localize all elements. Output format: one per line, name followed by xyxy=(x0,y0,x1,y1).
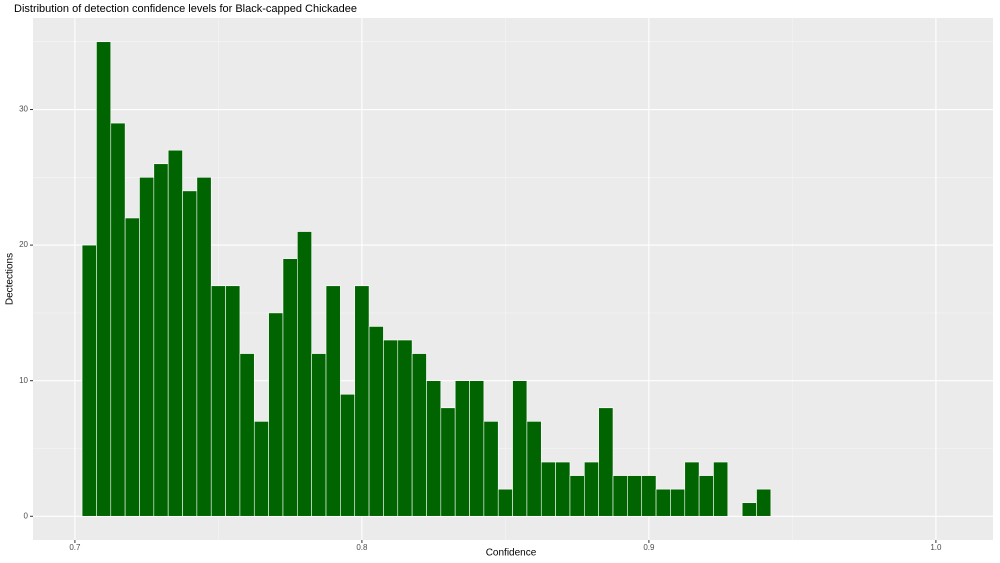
bar xyxy=(612,475,628,517)
bar xyxy=(239,353,255,517)
bar xyxy=(96,41,112,517)
bar xyxy=(440,407,456,517)
bar xyxy=(325,285,341,517)
y-tick-label: 10 xyxy=(19,376,28,385)
bar xyxy=(397,339,413,517)
bar xyxy=(426,380,442,517)
bar xyxy=(340,393,356,517)
bar xyxy=(225,285,241,517)
bar xyxy=(81,244,97,517)
bar xyxy=(139,177,155,517)
bar xyxy=(368,326,384,517)
x-tick-label: 0.7 xyxy=(69,543,81,552)
bar xyxy=(497,488,513,517)
bar xyxy=(282,258,298,517)
x-axis-title: Confidence xyxy=(486,548,537,559)
bar xyxy=(124,217,140,517)
bar xyxy=(454,380,470,517)
bar xyxy=(741,502,757,517)
bar xyxy=(684,461,700,517)
bar xyxy=(540,461,556,517)
bar xyxy=(268,312,284,517)
bar xyxy=(569,475,585,517)
x-tick-label: 0.9 xyxy=(643,543,655,552)
bar xyxy=(167,149,183,517)
chart-title: Distribution of detection confidence lev… xyxy=(14,3,357,15)
bar xyxy=(655,488,671,517)
bar xyxy=(641,475,657,517)
bar xyxy=(698,475,714,517)
bar xyxy=(756,488,772,517)
bar xyxy=(196,177,212,517)
bar xyxy=(110,122,126,517)
bar xyxy=(153,163,169,517)
x-tick-label: 0.8 xyxy=(356,543,368,552)
x-tick-label: 1.0 xyxy=(930,543,942,552)
bar xyxy=(627,475,643,517)
bar xyxy=(670,488,686,517)
bar xyxy=(483,421,499,517)
y-tick-label: 30 xyxy=(19,105,28,114)
bar xyxy=(383,339,399,517)
bar xyxy=(713,461,729,517)
bar xyxy=(512,380,528,517)
bar xyxy=(584,461,599,517)
bar xyxy=(555,461,571,517)
bar xyxy=(411,353,427,517)
bar xyxy=(210,285,226,517)
bar xyxy=(354,285,370,517)
y-tick-label: 0 xyxy=(24,511,29,520)
bar xyxy=(182,190,198,517)
bar xyxy=(311,353,327,517)
bar xyxy=(297,231,312,517)
y-axis-title: Dectections xyxy=(5,253,16,305)
y-tick-label: 20 xyxy=(19,240,28,249)
bar xyxy=(469,380,485,517)
bar xyxy=(598,407,614,517)
bar xyxy=(253,421,269,517)
bar xyxy=(526,421,542,517)
